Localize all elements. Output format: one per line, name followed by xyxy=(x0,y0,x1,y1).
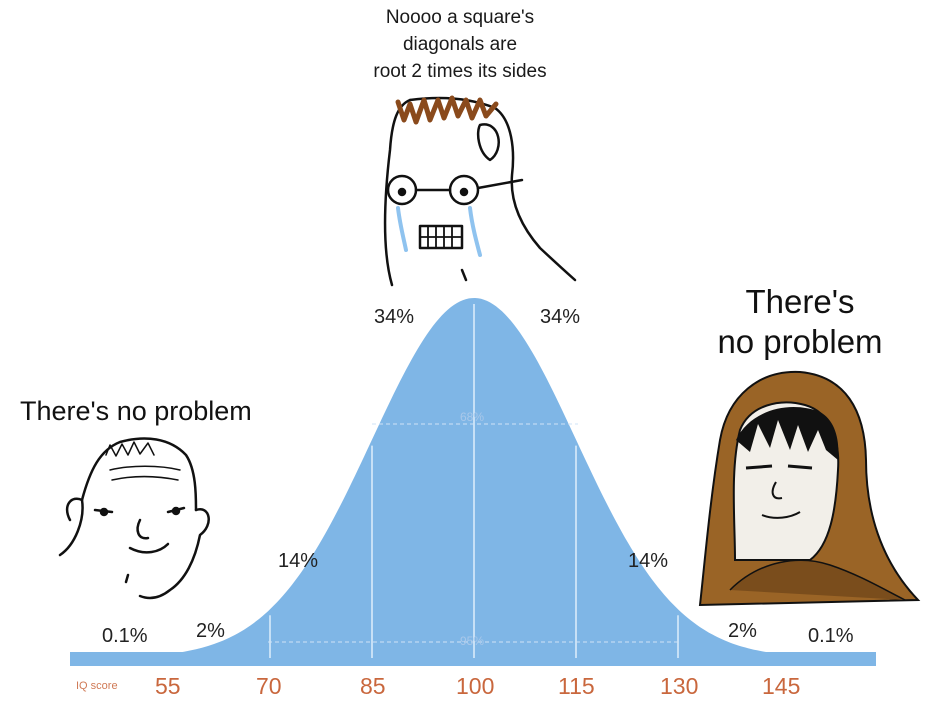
pct-label-right-2: 2% xyxy=(728,620,757,642)
tick-label-115: 115 xyxy=(558,673,595,699)
band-label-68: 68% xyxy=(460,410,485,424)
tick-label-55: 55 xyxy=(155,673,181,699)
wojak-crying-glasses xyxy=(383,95,577,287)
tick-label-70: 70 xyxy=(256,673,282,699)
axis-baseline xyxy=(70,652,876,666)
hooded-monk xyxy=(698,370,921,607)
wojak-smiling-simple xyxy=(58,437,210,600)
tick-label-85: 85 xyxy=(360,673,386,699)
tick-label-145: 145 xyxy=(762,673,801,699)
caption-left: There's no problem xyxy=(20,396,252,426)
pct-label-right-far: 0.1% xyxy=(808,625,854,647)
caption-right: There's no problem xyxy=(717,283,883,360)
pct-label-left-34: 34% xyxy=(374,306,415,328)
pct-label-right-34: 34% xyxy=(540,306,581,328)
pct-label-left-14: 14% xyxy=(278,550,319,572)
tick-label-100: 100 xyxy=(456,673,495,699)
caption-middle: Noooo a square's diagonals are root 2 ti… xyxy=(373,7,547,82)
sd-lines xyxy=(269,304,679,658)
pct-label-left-2: 2% xyxy=(196,620,225,642)
bell-curve-area xyxy=(70,298,876,658)
tick-label-130: 130 xyxy=(660,673,699,699)
pct-label-left-far: 0.1% xyxy=(102,625,148,647)
band-label-95: 95% xyxy=(460,634,485,648)
axis-name-iq-score: IQ score xyxy=(76,680,118,692)
pct-label-right-14: 14% xyxy=(628,550,669,572)
